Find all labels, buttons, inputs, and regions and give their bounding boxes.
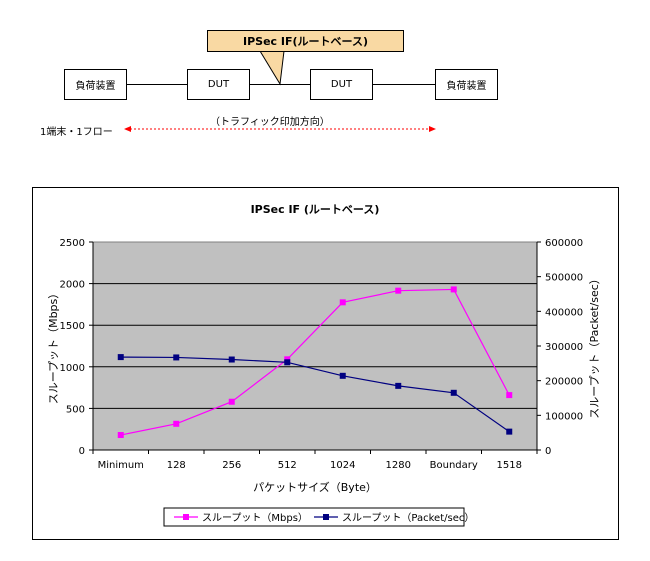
series-2-point <box>117 354 124 361</box>
y-tick-label: 2500 <box>60 238 85 249</box>
x-tick-label: 1518 <box>497 460 522 471</box>
y2-tick-label: 300000 <box>545 342 583 353</box>
callout-pointer <box>259 50 285 86</box>
callout-label: IPSec IF(ルートベース) <box>243 35 368 48</box>
x-tick-label: Minimum <box>98 460 144 471</box>
x-axis-ticks: Minimum 128 256 512 1024 1280 Boundary 1518 <box>92 449 538 471</box>
connection-line <box>126 84 436 85</box>
y2-tick-label: 400000 <box>545 307 583 318</box>
series-2-point <box>339 372 346 379</box>
load-device-right-label: 負荷装置 <box>446 81 487 92</box>
y2-tick-label: 100000 <box>545 411 583 422</box>
legend-swatch-marker <box>183 514 189 520</box>
plot-area <box>92 241 538 451</box>
series-line-2 <box>120 356 510 433</box>
y2-axis-ticks: 0 100000 200000 300000 400000 500000 600000 <box>536 238 583 457</box>
y-tick-label: 1500 <box>60 321 85 332</box>
y-axis-ticks: 0 500 1000 1500 2000 2500 <box>60 238 94 457</box>
flow-label: 1端末・1フロー <box>40 127 113 138</box>
chart-title: IPSec IF (ルートベース) <box>251 203 380 216</box>
x-tick-label: 1024 <box>330 460 355 471</box>
callout-ipsec-if: IPSec IF(ルートベース) <box>207 30 404 52</box>
load-device-right: 負荷装置 <box>435 69 498 100</box>
y2-tick-label: 500000 <box>545 273 583 284</box>
dut-left-label: DUT <box>207 79 230 90</box>
load-device-left-label: 負荷装置 <box>75 81 116 92</box>
y2-tick-label: 0 <box>545 446 551 457</box>
legend-label: スループット（Packet/sec） <box>342 512 474 524</box>
series-1-point <box>228 398 235 405</box>
y2-tick-label: 200000 <box>545 377 583 388</box>
x-tick-label: 512 <box>278 460 297 471</box>
series-2-point <box>450 389 457 396</box>
series-2-point <box>506 428 513 435</box>
legend-swatch-marker <box>323 514 329 520</box>
series-2-point <box>173 354 180 361</box>
dut-left: DUT <box>187 69 250 100</box>
load-device-left: 負荷装置 <box>64 69 127 100</box>
series-1-point <box>395 287 402 294</box>
x-tick-label: 256 <box>222 460 241 471</box>
series-1-point <box>450 286 457 293</box>
chart-frame: IPSec IF (ルートベース) 0 500 1000 1500 2000 2500 0… <box>32 187 619 540</box>
legend-label: スループット（Mbps） <box>202 512 308 524</box>
traffic-direction-arrow <box>124 126 436 132</box>
direction-label: （トラフィック印加方向） <box>210 117 330 128</box>
y-tick-label: 1000 <box>60 363 85 374</box>
y-tick-label: 500 <box>66 404 85 415</box>
x-tick-label: Boundary <box>430 460 478 471</box>
dut-right-label: DUT <box>330 79 353 90</box>
legend: スループット（Mbps） スループット（Packet/sec） <box>163 507 474 527</box>
dut-right: DUT <box>310 69 373 100</box>
series-line-1 <box>120 288 510 436</box>
y-tick-label: 0 <box>79 446 85 457</box>
x-tick-label: 1280 <box>386 460 411 471</box>
series-1-point <box>506 392 513 399</box>
series-2-point <box>284 359 291 366</box>
series-layer <box>117 286 513 439</box>
y2-axis-label: スループット（Packet/sec） <box>588 273 601 419</box>
series-2-point <box>395 382 402 389</box>
y-tick-label: 2000 <box>60 280 85 291</box>
x-axis-label: パケットサイズ（Byte） <box>253 480 377 494</box>
grid-lines <box>93 283 537 409</box>
series-1-point <box>339 299 346 306</box>
x-tick-label: 128 <box>167 460 186 471</box>
series-1-point <box>173 420 180 427</box>
throughput-chart: IPSec IF (ルートベース) 0 500 1000 1500 2000 2500 0… <box>47 203 601 527</box>
y-axis-label: スループット（Mbps） <box>47 288 60 405</box>
y2-tick-label: 600000 <box>545 238 583 249</box>
series-1-point <box>117 432 124 439</box>
series-2-point <box>228 356 235 363</box>
